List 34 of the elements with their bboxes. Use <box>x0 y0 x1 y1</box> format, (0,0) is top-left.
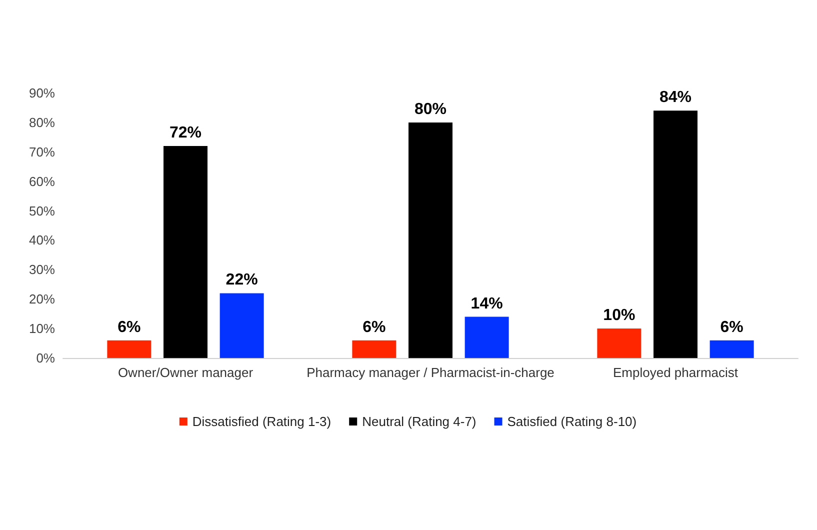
y-tick-label: 60% <box>28 174 56 189</box>
data-label: 10% <box>603 307 636 324</box>
data-label: 84% <box>659 89 692 106</box>
legend-label: Dissatisfied (Rating 1-3) <box>192 414 332 429</box>
legend-label: Neutral (Rating 4-7) <box>362 414 476 429</box>
bar <box>408 122 452 358</box>
data-label: 6% <box>118 318 141 336</box>
bar <box>597 328 642 358</box>
y-tick-label: 10% <box>28 321 56 336</box>
data-label: 6% <box>720 318 744 336</box>
x-tick-label: Employed pharmacist <box>613 365 738 380</box>
bar <box>164 146 208 358</box>
data-label: 6% <box>362 318 386 336</box>
data-label: 80% <box>414 100 447 118</box>
x-tick-label: Owner/Owner manager <box>118 365 254 380</box>
y-tick-label: 70% <box>28 144 56 160</box>
legend-label: Satisfied (Rating 8-10) <box>507 414 637 429</box>
data-label: 22% <box>226 272 258 289</box>
bar <box>107 340 152 358</box>
x-tick-label: Pharmacy manager / Pharmacist-in-charge <box>306 365 554 380</box>
bar <box>220 293 264 358</box>
bar <box>654 110 698 358</box>
y-tick-label: 80% <box>28 114 56 130</box>
y-tick-label: 40% <box>28 232 56 248</box>
y-tick-label: 50% <box>28 203 56 218</box>
data-label: 14% <box>470 295 503 312</box>
bar <box>464 316 509 358</box>
y-tick-label: 20% <box>28 292 56 307</box>
y-tick-label: 0% <box>36 350 56 366</box>
y-tick-label: 30% <box>28 262 56 278</box>
bar <box>710 340 754 358</box>
data-label: 72% <box>169 124 202 142</box>
bar <box>352 340 396 358</box>
y-tick-label: 90% <box>28 86 56 100</box>
